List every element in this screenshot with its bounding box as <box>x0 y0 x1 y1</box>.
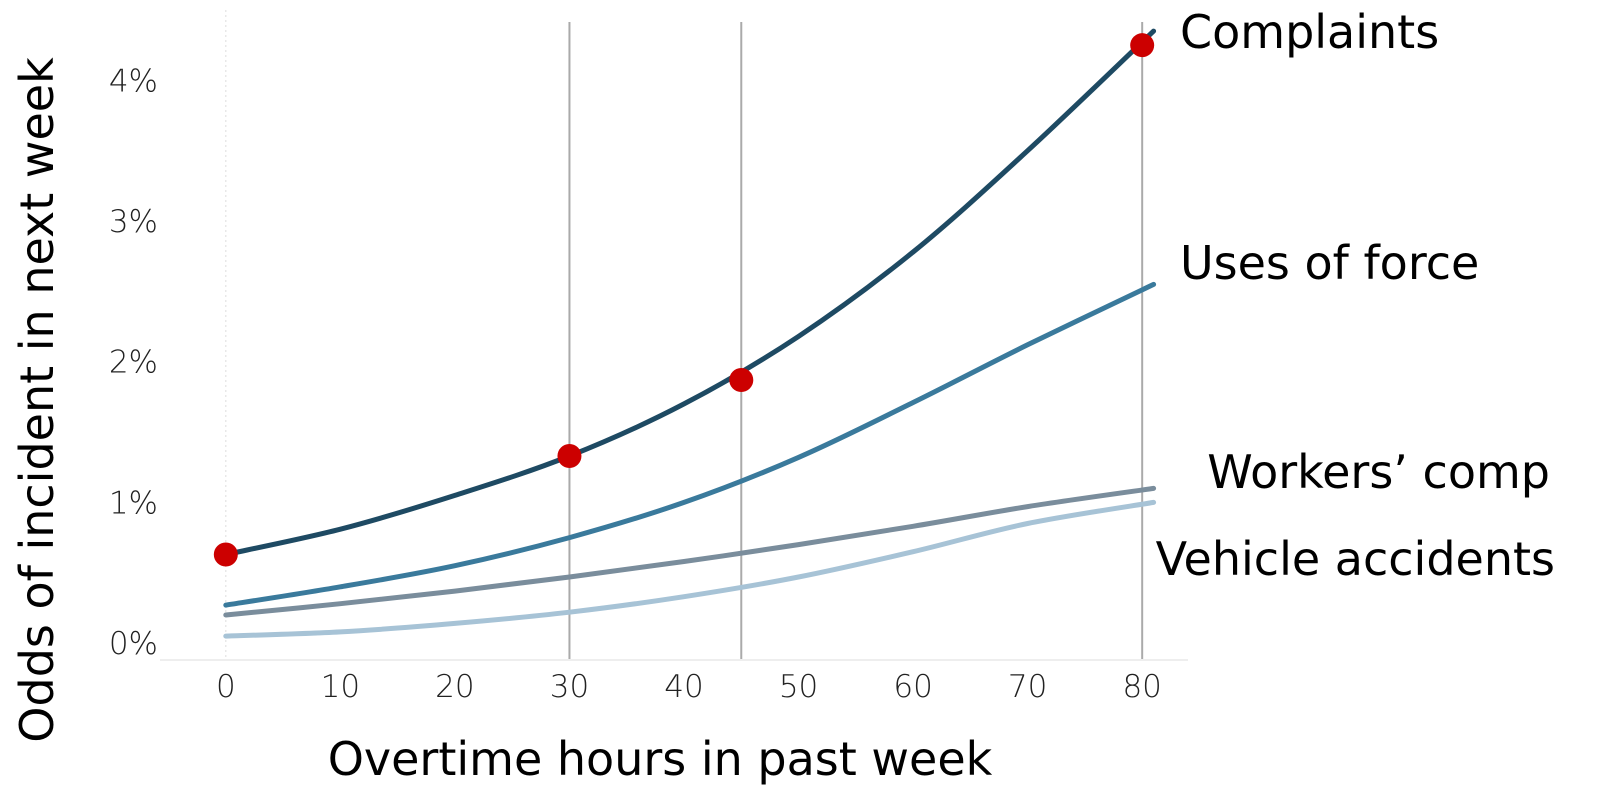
series-line-vehicle-accidents <box>223 499 1157 639</box>
y-axis-title: Odds of incident in next week <box>10 57 64 743</box>
highlight-points <box>213 33 1155 567</box>
series-line-uses-of-force <box>223 281 1157 608</box>
series-line-workers-comp <box>223 485 1157 618</box>
series-label-vehicle-accidents: Vehicle accidents <box>1156 532 1555 586</box>
y-axis-tick-labels: 0% 1% 2% 3% 4% <box>109 63 158 662</box>
x-tick-label: 20 <box>435 669 474 705</box>
y-tick-label: 0% <box>109 626 158 662</box>
x-axis-tick-labels: 0 10 20 30 40 50 60 70 80 <box>216 669 1162 705</box>
x-tick-label: 70 <box>1008 669 1047 705</box>
series-label-complaints: Complaints <box>1180 5 1439 59</box>
highlight-point <box>557 443 582 468</box>
series-label-uses-of-force: Uses of force <box>1180 236 1479 290</box>
x-tick-label: 50 <box>779 669 818 705</box>
series-labels: Complaints Uses of force Workers’ comp Vehi… <box>1156 5 1555 586</box>
x-tick-label: 0 <box>216 669 236 705</box>
x-tick-label: 30 <box>550 669 589 705</box>
highlight-point <box>729 368 754 393</box>
y-tick-label: 4% <box>109 63 158 99</box>
highlight-point <box>1130 33 1155 58</box>
x-tick-label: 40 <box>664 669 703 705</box>
x-tick-label: 10 <box>321 669 360 705</box>
series-label-workers-comp: Workers’ comp <box>1207 445 1550 499</box>
y-tick-label: 3% <box>109 204 158 240</box>
series-lines <box>223 28 1157 639</box>
y-tick-label: 1% <box>109 485 158 521</box>
highlight-point <box>213 542 238 567</box>
y-tick-label: 2% <box>109 345 158 381</box>
x-axis-title: Overtime hours in past week <box>328 732 993 786</box>
series-line-complaints <box>223 28 1157 557</box>
x-tick-label: 60 <box>893 669 932 705</box>
x-tick-label: 80 <box>1122 669 1161 705</box>
